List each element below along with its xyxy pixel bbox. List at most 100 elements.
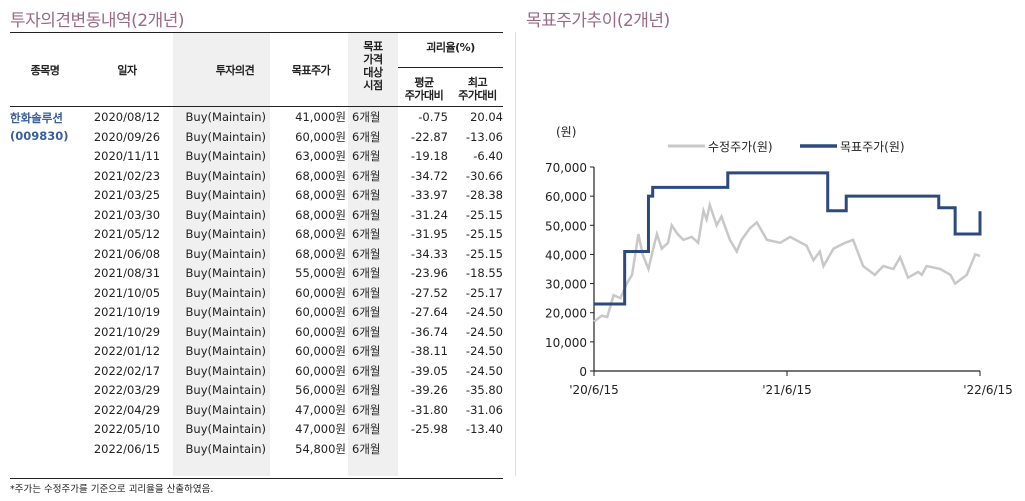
table-row: 2021/03/30 Buy(Maintain) 68,000원 6개월 -31.24 -… bbox=[10, 206, 503, 225]
row-avg-gap: -31.80 bbox=[410, 402, 448, 417]
row-date: 2022/02/17 bbox=[93, 363, 161, 378]
row-target: 68,000원 bbox=[295, 246, 346, 261]
row-avg-gap: -36.74 bbox=[410, 324, 448, 339]
row-horizon: 6개월 bbox=[352, 422, 381, 436]
row-max-gap: -24.50 bbox=[465, 363, 503, 378]
row-opinion: Buy(Maintain) bbox=[185, 441, 266, 456]
row-date: 2021/10/05 bbox=[93, 285, 161, 300]
stock-name: 한화솔루션 bbox=[10, 111, 63, 125]
row-max-gap: -13.40 bbox=[465, 422, 503, 436]
table-row: 2020/08/12 Buy(Maintain) 41,000원 6개월 -0.75 20… bbox=[10, 108, 503, 127]
row-avg-gap: -34.72 bbox=[410, 168, 448, 183]
row-max-gap: -30.66 bbox=[465, 168, 503, 183]
row-avg-gap: -25.98 bbox=[410, 422, 448, 436]
table-row: 2022/02/17 Buy(Maintain) 60,000원 6개월 -39.05 -… bbox=[10, 362, 503, 381]
row-max-gap: -24.50 bbox=[465, 344, 503, 358]
row-target: 56,000원 bbox=[295, 383, 346, 397]
row-max-gap: -24.50 bbox=[465, 305, 503, 319]
row-horizon: 6개월 bbox=[352, 246, 381, 261]
row-max-gap: -18.55 bbox=[465, 266, 503, 280]
row-target: 60,000원 bbox=[295, 305, 346, 319]
row-opinion: Buy(Maintain) bbox=[185, 168, 266, 183]
row-max-gap: -6.40 bbox=[473, 149, 503, 163]
row-opinion: Buy(Maintain) bbox=[185, 188, 266, 202]
row-max-gap: -25.17 bbox=[465, 285, 503, 300]
table-row: 2020/11/11 Buy(Maintain) 63,000원 6개월 -19.18 -… bbox=[10, 147, 503, 166]
row-avg-gap: -23.96 bbox=[410, 266, 448, 280]
y-tick-label: 20,000 bbox=[545, 307, 587, 321]
table-row: 2021/05/12 Buy(Maintain) 68,000원 6개월 -31.95 -… bbox=[10, 225, 503, 244]
table-row: 2021/06/08 Buy(Maintain) 68,000원 6개월 -34.33 -… bbox=[10, 245, 503, 264]
divider bbox=[515, 32, 516, 476]
row-opinion: Buy(Maintain) bbox=[185, 363, 266, 378]
row-date: 2021/08/31 bbox=[93, 266, 161, 280]
row-target: 68,000원 bbox=[295, 168, 346, 183]
row-max-gap: -25.15 bbox=[465, 227, 503, 241]
legend-label: 목표주가(원) bbox=[840, 140, 905, 154]
row-target: 68,000원 bbox=[295, 188, 346, 202]
y-unit-label: (원) bbox=[556, 125, 576, 139]
row-target: 60,000원 bbox=[295, 324, 346, 339]
row-date: 2021/10/19 bbox=[93, 305, 161, 319]
row-horizon: 6개월 bbox=[352, 227, 381, 241]
series-adjusted-price-line bbox=[593, 200, 981, 323]
row-horizon: 6개월 bbox=[352, 324, 381, 339]
row-date: 2020/11/11 bbox=[93, 149, 161, 163]
row-avg-gap: -34.33 bbox=[410, 246, 448, 261]
left-title: 투자의견변동내역(2개년) bbox=[10, 11, 184, 31]
row-horizon: 6개월 bbox=[352, 305, 381, 319]
row-opinion: Buy(Maintain) bbox=[185, 246, 266, 261]
row-avg-gap: -19.18 bbox=[410, 149, 448, 163]
row-horizon: 6개월 bbox=[352, 285, 381, 300]
row-avg-gap: -0.75 bbox=[418, 110, 448, 124]
row-horizon: 6개월 bbox=[352, 110, 381, 124]
row-opinion: Buy(Maintain) bbox=[185, 383, 266, 397]
footnote: *주가는 수정주가를 기준으로 괴리율을 산출하였음. bbox=[10, 484, 214, 495]
table-row: 2022/04/29 Buy(Maintain) 47,000원 6개월 -31.80 -… bbox=[10, 401, 503, 420]
row-max-gap: -24.50 bbox=[465, 324, 503, 339]
table-row: 2022/05/10 Buy(Maintain) 47,000원 6개월 -25.98 -… bbox=[10, 420, 503, 439]
row-horizon: 6개월 bbox=[352, 402, 381, 417]
row-opinion: Buy(Maintain) bbox=[185, 344, 266, 358]
chart-title: 목표주가추이(2개년) bbox=[526, 11, 670, 31]
row-horizon: 6개월 bbox=[352, 129, 381, 144]
row-opinion: Buy(Maintain) bbox=[185, 422, 266, 436]
row-date: 2020/08/12 bbox=[93, 110, 161, 124]
table-row: 2021/10/19 Buy(Maintain) 60,000원 6개월 -27.64 -… bbox=[10, 303, 503, 322]
y-tick-label: 40,000 bbox=[545, 248, 587, 262]
row-avg-gap: -31.24 bbox=[410, 207, 448, 222]
y-tick-label: 60,000 bbox=[545, 190, 587, 204]
table-row: 2022/03/29 Buy(Maintain) 56,000원 6개월 -39.26 -… bbox=[10, 381, 503, 400]
table-row: 2022/01/12 Buy(Maintain) 60,000원 6개월 -38.11 -… bbox=[10, 342, 503, 361]
row-horizon: 6개월 bbox=[352, 344, 381, 358]
row-date: 2021/03/30 bbox=[93, 207, 161, 222]
row-avg-gap: -39.26 bbox=[410, 383, 448, 397]
header-target: 목표주가 bbox=[291, 64, 331, 77]
row-horizon: 6개월 bbox=[352, 207, 381, 222]
row-target: 41,000원 bbox=[295, 110, 346, 124]
row-target: 60,000원 bbox=[295, 344, 346, 358]
table-row: 2021/08/31 Buy(Maintain) 55,000원 6개월 -23.96 -… bbox=[10, 264, 503, 283]
table-row: 2022/06/15 Buy(Maintain) 54,800원 6개월 bbox=[10, 440, 503, 459]
row-target: 68,000원 bbox=[295, 207, 346, 222]
row-avg-gap: -39.05 bbox=[410, 363, 448, 378]
row-horizon: 6개월 bbox=[352, 266, 381, 280]
row-date: 2021/05/12 bbox=[93, 227, 161, 241]
table-row: 2021/10/05 Buy(Maintain) 60,000원 6개월 -27.52 -… bbox=[10, 284, 503, 303]
row-date: 2022/01/12 bbox=[93, 344, 161, 358]
row-target: 55,000원 bbox=[295, 266, 346, 280]
row-date: 2022/04/29 bbox=[93, 402, 161, 417]
row-target: 63,000원 bbox=[295, 149, 346, 163]
row-opinion: Buy(Maintain) bbox=[185, 129, 266, 144]
row-opinion: Buy(Maintain) bbox=[185, 110, 266, 124]
row-date: 2021/03/25 bbox=[93, 188, 161, 202]
table-row: 2021/02/23 Buy(Maintain) 68,000원 6개월 -34.72 -… bbox=[10, 167, 503, 186]
y-tick-label: 50,000 bbox=[545, 219, 587, 233]
header-horizon: 목표 가격 대상 시점 bbox=[363, 40, 383, 92]
row-target: 54,800원 bbox=[295, 441, 346, 456]
row-opinion: Buy(Maintain) bbox=[185, 266, 266, 280]
x-tick-label: '20/6/15 bbox=[569, 383, 619, 397]
header-max: 최고 주가대비 bbox=[458, 76, 497, 102]
row-date: 2022/06/15 bbox=[93, 441, 161, 456]
